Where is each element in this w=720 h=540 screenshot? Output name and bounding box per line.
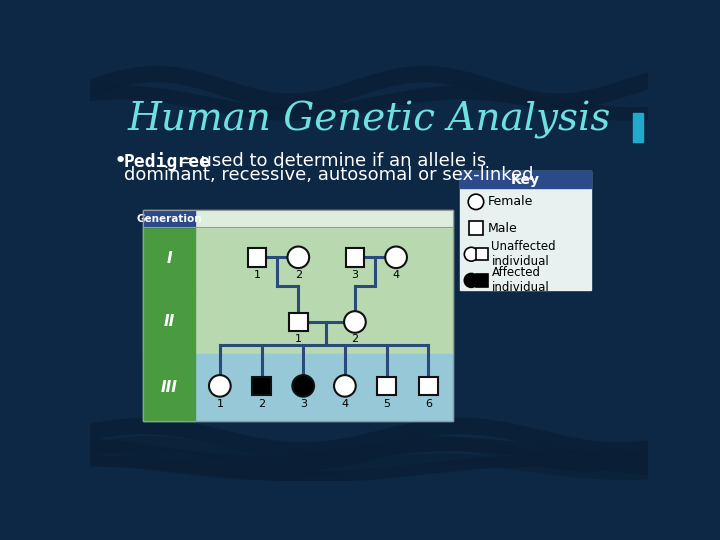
Text: Key: Key	[511, 173, 540, 186]
Circle shape	[292, 375, 314, 397]
Text: 6: 6	[425, 399, 432, 409]
Text: 3: 3	[351, 269, 359, 280]
Circle shape	[209, 375, 230, 397]
Bar	[461, 171, 590, 289]
Text: Human Genetic Analysis: Human Genetic Analysis	[127, 101, 611, 139]
Bar	[252, 377, 271, 395]
Text: •: •	[113, 151, 127, 171]
Circle shape	[334, 375, 356, 397]
Text: Unaffected
individual: Unaffected individual	[492, 240, 556, 268]
Text: 4: 4	[341, 399, 348, 409]
Text: III: III	[161, 380, 178, 395]
Text: 2: 2	[258, 399, 265, 409]
Text: 1: 1	[253, 269, 261, 280]
Text: 1: 1	[216, 399, 223, 409]
Circle shape	[464, 247, 478, 261]
Bar	[476, 274, 488, 287]
Bar	[419, 377, 438, 395]
Text: II: II	[163, 314, 175, 329]
Bar	[143, 354, 453, 421]
Bar	[461, 171, 590, 188]
Text: 2: 2	[351, 334, 359, 345]
Text: Affected
individual: Affected individual	[492, 266, 549, 294]
Bar	[143, 210, 453, 421]
Bar	[143, 210, 453, 227]
Bar	[143, 210, 195, 227]
Bar	[248, 248, 266, 267]
Circle shape	[468, 194, 484, 210]
Bar	[143, 227, 453, 291]
Bar	[469, 221, 483, 235]
Bar	[289, 313, 307, 331]
Text: 4: 4	[392, 269, 400, 280]
Bar	[143, 227, 453, 421]
Bar	[143, 354, 195, 421]
Bar	[476, 248, 488, 260]
Circle shape	[464, 273, 478, 287]
Text: Pedigree: Pedigree	[124, 152, 211, 171]
Text: 3: 3	[300, 399, 307, 409]
Bar	[346, 248, 364, 267]
Text: I: I	[166, 251, 172, 266]
Text: = used to determine if an allele is: = used to determine if an allele is	[174, 152, 487, 170]
Circle shape	[344, 311, 366, 333]
Text: Generation: Generation	[136, 214, 202, 224]
Circle shape	[385, 247, 407, 268]
Bar	[143, 291, 453, 354]
Circle shape	[287, 247, 309, 268]
Text: dominant, recessive, autosomal or sex-linked.: dominant, recessive, autosomal or sex-li…	[124, 166, 539, 184]
Text: 5: 5	[383, 399, 390, 409]
Text: 1: 1	[294, 334, 302, 345]
Bar	[143, 291, 195, 354]
Bar	[143, 227, 195, 291]
Text: Female: Female	[487, 195, 533, 208]
Text: 2: 2	[294, 269, 302, 280]
Text: Male: Male	[487, 221, 518, 234]
Bar	[632, 112, 644, 142]
Bar	[377, 377, 396, 395]
